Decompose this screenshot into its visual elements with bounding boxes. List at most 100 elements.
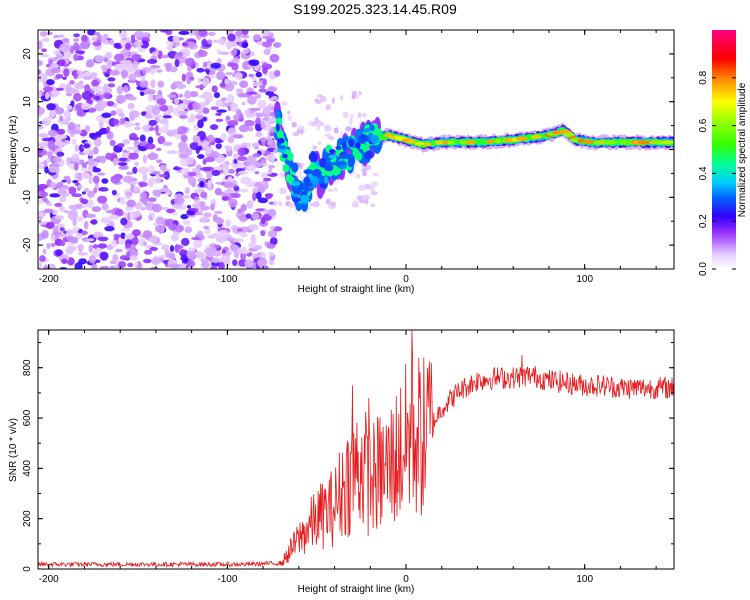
noise-speckle: [44, 92, 50, 100]
noise-speckle: [120, 232, 126, 239]
noise-speckle: [121, 69, 129, 79]
noise-speckle: [175, 83, 187, 90]
noise-speckle: [135, 122, 140, 126]
snr-frame: [37, 329, 675, 570]
signal-peak: [465, 140, 476, 145]
noise-speckle: [63, 68, 70, 77]
noise-speckle: [73, 71, 78, 80]
noise-speckle: [270, 127, 275, 133]
noise-speckle: [148, 119, 158, 126]
noise-speckle: [149, 64, 161, 69]
noise-speckle: [89, 72, 98, 78]
noise-speckle: [177, 51, 184, 57]
noise-speckle: [44, 116, 54, 121]
noise-speckle: [119, 30, 128, 39]
signal-peak: [414, 141, 425, 146]
signal-band: [286, 152, 294, 161]
noise-speckle: [125, 243, 131, 249]
noise-speckle: [101, 202, 109, 211]
noise-speckle: [237, 156, 248, 161]
noise-speckle: [245, 213, 252, 219]
noise-speckle: [278, 172, 285, 178]
noise-speckle: [93, 138, 102, 147]
noise-speckle: [56, 151, 65, 157]
noise-speckle: [194, 212, 203, 216]
noise-speckle: [241, 34, 250, 39]
noise-speckle: [218, 262, 225, 269]
noise-speckle: [67, 186, 77, 195]
noise-speckle: [261, 172, 268, 179]
noise-speckle: [157, 50, 163, 60]
noise-speckle: [316, 121, 321, 128]
noise-speckle: [38, 142, 41, 147]
noise-speckle: [46, 103, 56, 111]
signal-peak: [407, 139, 416, 144]
noise-speckle: [199, 216, 209, 222]
noise-speckle: [84, 187, 90, 193]
noise-speckle: [206, 171, 213, 180]
noise-speckle: [106, 131, 114, 140]
signal-blob: [347, 157, 354, 168]
noise-speckle: [166, 150, 178, 155]
noise-speckle: [170, 233, 179, 242]
noise-speckle: [38, 106, 45, 115]
noise-speckle: [127, 102, 135, 110]
noise-speckle: [107, 77, 116, 82]
noise-speckle: [70, 209, 78, 217]
noise-speckle: [94, 55, 104, 63]
noise-speckle: [262, 66, 268, 74]
noise-speckle: [234, 72, 243, 81]
noise-speckle: [297, 125, 305, 131]
noise-speckle: [355, 173, 361, 179]
noise-speckle: [74, 144, 80, 152]
noise-speckle: [42, 197, 48, 203]
noise-speckle: [116, 95, 127, 103]
noise-speckle: [262, 78, 267, 86]
noise-speckle: [248, 59, 260, 66]
signal-blob: [309, 186, 314, 192]
noise-speckle: [155, 159, 163, 164]
noise-speckle: [197, 77, 203, 83]
noise-speckle: [202, 77, 210, 87]
noise-speckle: [160, 54, 169, 59]
noise-speckle: [279, 187, 287, 195]
noise-speckle: [186, 205, 192, 209]
noise-speckle: [230, 103, 239, 113]
noise-speckle: [200, 167, 211, 172]
noise-speckle: [173, 55, 184, 60]
noise-speckle: [142, 173, 148, 182]
noise-speckle: [197, 145, 203, 151]
noise-speckle: [38, 183, 49, 190]
noise-speckle: [191, 167, 199, 174]
noise-speckle: [51, 155, 62, 164]
signal-blob: [319, 157, 327, 168]
noise-speckle: [327, 188, 334, 192]
noise-speckle: [268, 251, 275, 257]
noise-speckle: [210, 264, 218, 269]
noise-speckle: [91, 79, 100, 87]
signal-peak: [459, 140, 467, 145]
noise-speckle: [178, 30, 190, 36]
noise-speckle: [77, 216, 84, 222]
noise-speckle: [92, 244, 99, 249]
noise-speckle: [142, 199, 148, 206]
noise-speckle: [56, 182, 62, 189]
noise-speckle: [132, 166, 138, 174]
y-tick-label: 200: [22, 510, 33, 527]
noise-speckle: [254, 93, 262, 99]
signal-blob: [370, 134, 380, 145]
signal-peak: [494, 138, 502, 143]
noise-speckle: [57, 187, 67, 196]
noise-speckle: [97, 236, 109, 242]
noise-speckle: [147, 94, 154, 102]
noise-speckle: [155, 132, 161, 136]
noise-speckle: [73, 162, 79, 171]
noise-speckle: [64, 210, 69, 214]
noise-speckle: [85, 60, 93, 68]
noise-speckle: [60, 240, 66, 247]
noise-speckle: [225, 219, 231, 227]
noise-speckle: [146, 58, 158, 64]
noise-speckle: [154, 124, 160, 134]
noise-speckle: [287, 115, 292, 122]
noise-speckle: [194, 199, 200, 206]
